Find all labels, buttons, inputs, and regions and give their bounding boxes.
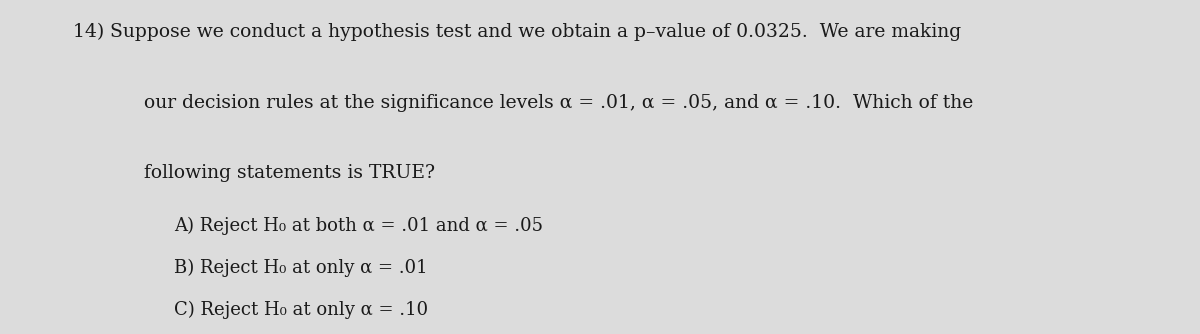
Text: following statements is TRUE?: following statements is TRUE?	[144, 164, 436, 182]
Text: A) Reject H₀ at both α = .01 and α = .05: A) Reject H₀ at both α = .01 and α = .05	[174, 217, 542, 235]
Text: C) Reject H₀ at only α = .10: C) Reject H₀ at only α = .10	[174, 301, 428, 319]
Text: Suppose we conduct a hypothesis test and we obtain a p–value of 0.0325.  We are : Suppose we conduct a hypothesis test and…	[110, 23, 961, 41]
Text: B) Reject H₀ at only α = .01: B) Reject H₀ at only α = .01	[174, 259, 427, 277]
Text: 14): 14)	[73, 23, 110, 41]
Text: our decision rules at the significance levels α = .01, α = .05, and α = .10.  Wh: our decision rules at the significance l…	[144, 94, 973, 112]
